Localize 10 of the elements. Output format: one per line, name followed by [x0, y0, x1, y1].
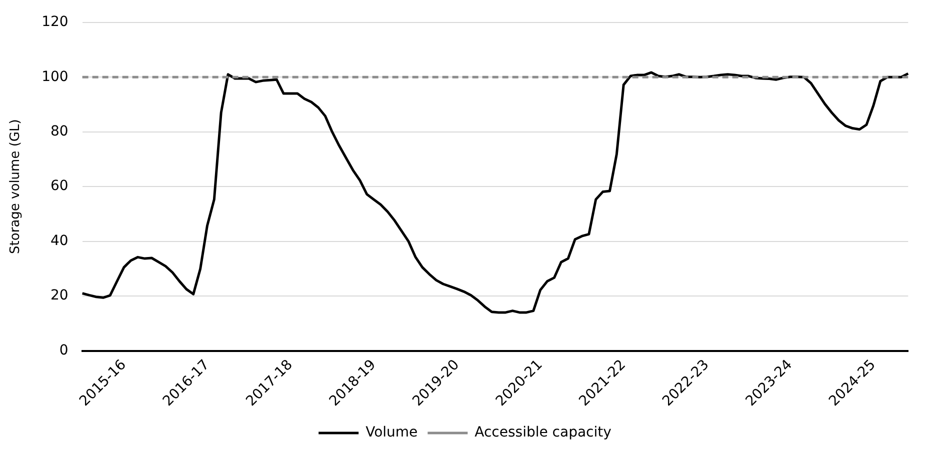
- y-tick-label: 120: [42, 14, 68, 30]
- legend-label: Volume: [366, 424, 418, 441]
- y-tick-label: 20: [50, 288, 68, 304]
- legend-label: Accessible capacity: [474, 424, 612, 441]
- y-tick-label: 100: [42, 68, 68, 85]
- y-tick-label: 40: [50, 232, 68, 249]
- y-axis-title: Storage volume (GL): [8, 119, 24, 254]
- y-tick-label: 80: [50, 123, 68, 140]
- y-tick-label: 60: [50, 178, 68, 194]
- y-tick-label: 0: [59, 342, 68, 358]
